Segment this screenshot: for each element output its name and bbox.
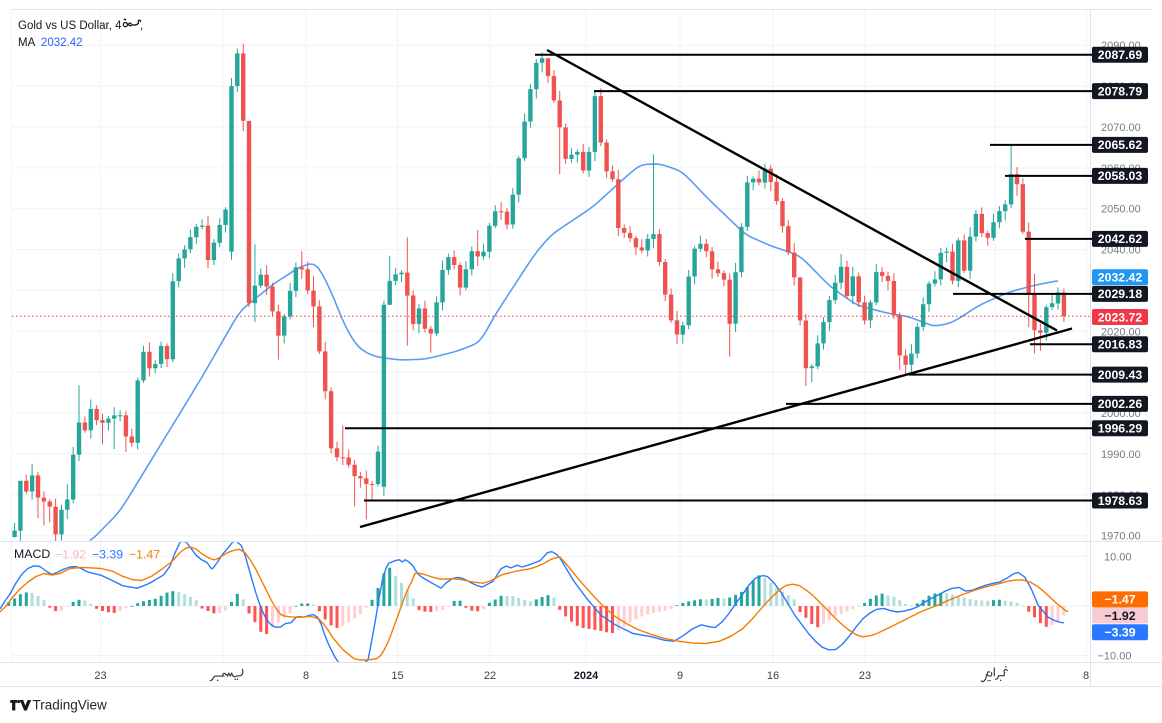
svg-text:2032.42: 2032.42 bbox=[1098, 271, 1143, 285]
svg-text:10.00: 10.00 bbox=[1104, 551, 1132, 563]
svg-text:,: , bbox=[140, 20, 143, 32]
svg-text:−1.47: −1.47 bbox=[1104, 593, 1135, 607]
svg-text:1990.00: 1990.00 bbox=[1101, 449, 1141, 461]
svg-text:−10.00: −10.00 bbox=[1098, 650, 1132, 662]
svg-text:2029.18: 2029.18 bbox=[1098, 287, 1143, 301]
svg-text:23: 23 bbox=[94, 670, 106, 682]
svg-text:−3.39: −3.39 bbox=[1104, 626, 1135, 640]
svg-text:2024: 2024 bbox=[574, 670, 599, 682]
svg-text:2065.62: 2065.62 bbox=[1098, 138, 1143, 152]
svg-text:1978.63: 1978.63 bbox=[1098, 494, 1143, 508]
svg-text:Gold vs US Dollar, 4: Gold vs US Dollar, 4 bbox=[18, 20, 122, 32]
svg-text:9: 9 bbox=[677, 670, 683, 682]
svg-text:−1.92: −1.92 bbox=[1104, 609, 1135, 623]
svg-text:2078.79: 2078.79 bbox=[1098, 84, 1143, 98]
svg-text:2009.43: 2009.43 bbox=[1098, 368, 1143, 382]
svg-text:1970.00: 1970.00 bbox=[1101, 531, 1141, 543]
svg-text:22: 22 bbox=[484, 670, 496, 682]
svg-text:8: 8 bbox=[303, 670, 309, 682]
svg-text:2042.62: 2042.62 bbox=[1098, 232, 1143, 246]
svg-text:8: 8 bbox=[1083, 670, 1089, 682]
svg-text:15: 15 bbox=[391, 670, 403, 682]
svg-text:−1.92: −1.92 bbox=[55, 548, 86, 562]
svg-text:−3.39: −3.39 bbox=[92, 548, 123, 562]
svg-text:MA: MA bbox=[18, 37, 36, 49]
svg-text:2020.00: 2020.00 bbox=[1101, 326, 1141, 338]
svg-text:2050.00: 2050.00 bbox=[1101, 204, 1141, 216]
svg-text:23: 23 bbox=[859, 670, 871, 682]
svg-text:2002.26: 2002.26 bbox=[1098, 397, 1143, 411]
svg-text:2087.69: 2087.69 bbox=[1098, 48, 1143, 62]
svg-text:16: 16 bbox=[767, 670, 779, 682]
svg-text:2040.00: 2040.00 bbox=[1101, 245, 1141, 257]
svg-text:2058.03: 2058.03 bbox=[1098, 169, 1143, 183]
svg-text:MACD: MACD bbox=[14, 547, 50, 561]
svg-text:2070.00: 2070.00 bbox=[1101, 122, 1141, 134]
svg-text:2023.72: 2023.72 bbox=[1098, 310, 1143, 324]
svg-text:1996.29: 1996.29 bbox=[1098, 422, 1143, 436]
svg-text:−1.47: −1.47 bbox=[129, 548, 160, 562]
svg-text:TradingView: TradingView bbox=[33, 698, 108, 713]
svg-text:2032.42: 2032.42 bbox=[41, 37, 83, 49]
svg-text:2016.83: 2016.83 bbox=[1098, 338, 1143, 352]
